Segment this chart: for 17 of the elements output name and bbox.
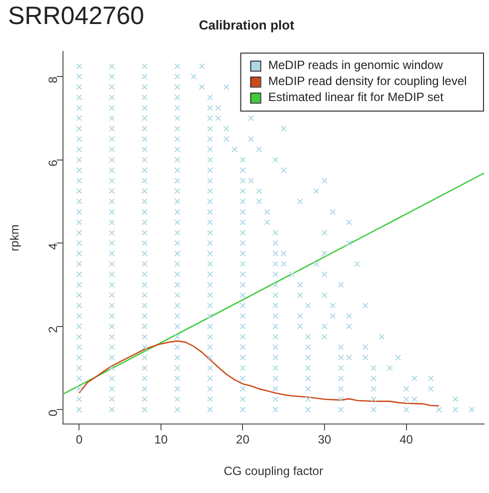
legend-label: Estimated linear fit for MeDIP set [268, 90, 444, 104]
y-tick-label: 2 [46, 326, 60, 334]
y-axis-title: rpkm [8, 224, 22, 252]
y-tick-label: 8 [46, 76, 60, 84]
y-tick-label: 4 [46, 242, 60, 250]
legend-label: MeDIP read density for coupling level [268, 74, 467, 88]
x-tick-label: 10 [154, 432, 168, 447]
text: SRR042760 [8, 2, 144, 31]
x-axis-title: CG coupling factor [224, 464, 324, 478]
x-tick-label: 0 [76, 432, 83, 447]
y-tick-label: 6 [46, 160, 60, 167]
x-tick-label: 20 [236, 432, 250, 447]
x-tick-label: 30 [318, 432, 332, 447]
y-tick-label: 0 [46, 409, 60, 416]
chart-title: Calibration plot [198, 17, 295, 32]
x-tick-label: 40 [400, 432, 414, 447]
legend-label: MeDIP reads in genomic window [268, 58, 444, 72]
